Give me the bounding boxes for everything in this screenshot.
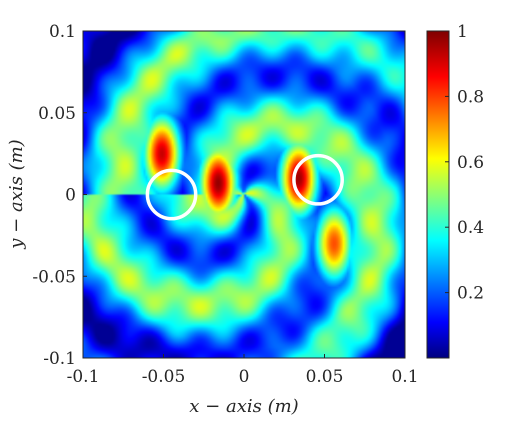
x-axis-label: x − axis (m): [189, 396, 298, 417]
y-axis-label: y − axis (m): [6, 139, 27, 249]
x-tick-label: -0.1: [67, 367, 100, 387]
colorbar-tick-label: 0.6: [457, 153, 484, 173]
marker-circle: [292, 153, 344, 206]
x-tick-label: 0.05: [306, 367, 344, 387]
colorbar: 1 0.8 0.6 0.4 0.2: [426, 22, 484, 359]
colorbar-ticks: 1 0.8 0.6 0.4 0.2: [445, 22, 484, 304]
y-tick-label: -0.1: [43, 349, 76, 369]
colorbar-tick-label: 0.2: [457, 284, 484, 304]
colorbar-tick-label: 0.8: [457, 87, 484, 107]
y-tick-label: 0: [65, 186, 76, 206]
colorbar-tick-label: 1: [457, 22, 468, 42]
marker-circle: [145, 168, 198, 221]
y-axis: 0.1 0.05 0 -0.05 -0.1: [32, 22, 87, 369]
heatmap-area: [83, 31, 405, 358]
x-axis: -0.1 -0.05 0 0.05 0.1: [67, 354, 419, 387]
colorbar-tick-label: 0.4: [457, 218, 484, 238]
x-tick-label: 0.1: [391, 367, 418, 387]
markers-layer: [145, 153, 344, 221]
y-tick-label: -0.05: [32, 267, 76, 287]
y-tick-label: 0.05: [38, 104, 76, 124]
y-tick-label: 0.1: [49, 22, 76, 42]
x-tick-label: -0.05: [142, 367, 186, 387]
x-tick-label: 0: [239, 367, 250, 387]
colorbar-gradient: [426, 30, 450, 359]
heatmap-image: [83, 31, 405, 358]
